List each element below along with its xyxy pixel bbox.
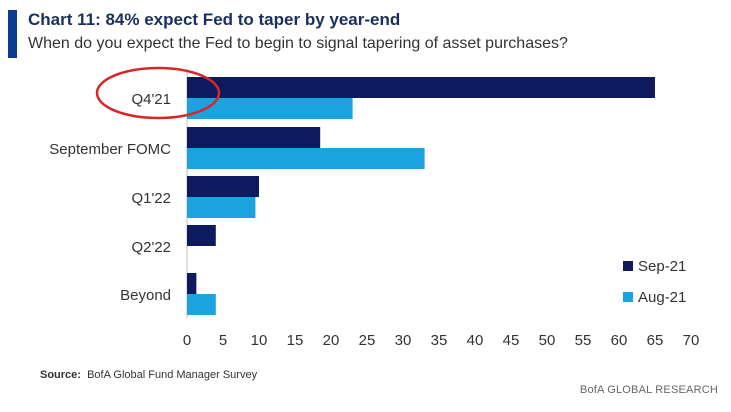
x-tick-label: 45: [503, 332, 520, 349]
bar-aug-21-0: [187, 98, 353, 119]
bar-sep-21-1: [187, 127, 321, 148]
x-tick-label: 60: [611, 332, 628, 349]
x-tick-label: 35: [431, 332, 448, 349]
x-tick-label: 5: [219, 332, 227, 349]
source-label: Source:: [40, 369, 81, 381]
footer-brand: BofA GLOBAL RESEARCH: [579, 384, 718, 396]
chart-subtitle: When do you expect the Fed to begin to s…: [28, 35, 568, 52]
x-tick-label: 10: [251, 332, 268, 349]
category-label: Beyond: [120, 287, 171, 304]
category-label: Q4'21: [131, 91, 171, 108]
x-tick-label: 25: [359, 332, 376, 349]
source-text: BofA Global Fund Manager Survey: [87, 369, 258, 381]
x-tick-label: 0: [183, 332, 191, 349]
x-tick-label: 20: [323, 332, 340, 349]
title-accent-bar: [8, 10, 17, 58]
bar-sep-21-3: [187, 225, 216, 246]
source-note: Source: BofA Global Fund Manager Survey: [40, 369, 257, 381]
x-tick-label: 40: [467, 332, 484, 349]
category-label: Q1'22: [131, 190, 171, 207]
x-tick-label: 50: [539, 332, 556, 349]
x-tick-label: 70: [683, 332, 700, 349]
legend-label-aug-21: Aug-21: [638, 289, 686, 306]
legend-label-sep-21: Sep-21: [638, 258, 686, 275]
bar-sep-21-4: [187, 273, 197, 294]
legend-swatch-aug-21: [623, 292, 633, 302]
bar-aug-21-4: [187, 294, 216, 315]
legend-swatch-sep-21: [623, 261, 633, 271]
x-tick-label: 30: [395, 332, 412, 349]
bar-sep-21-0: [187, 77, 655, 98]
highlight-circle: [95, 66, 221, 120]
chart-title: Chart 11: 84% expect Fed to taper by yea…: [28, 10, 401, 29]
x-tick-label: 15: [287, 332, 304, 349]
x-tick-label: 65: [647, 332, 664, 349]
bar-sep-21-2: [187, 176, 259, 197]
bar-aug-21-1: [187, 148, 425, 169]
category-label: September FOMC: [49, 141, 171, 158]
category-label: Q2'22: [131, 239, 171, 256]
x-tick-label: 55: [575, 332, 592, 349]
bar-aug-21-2: [187, 197, 256, 218]
